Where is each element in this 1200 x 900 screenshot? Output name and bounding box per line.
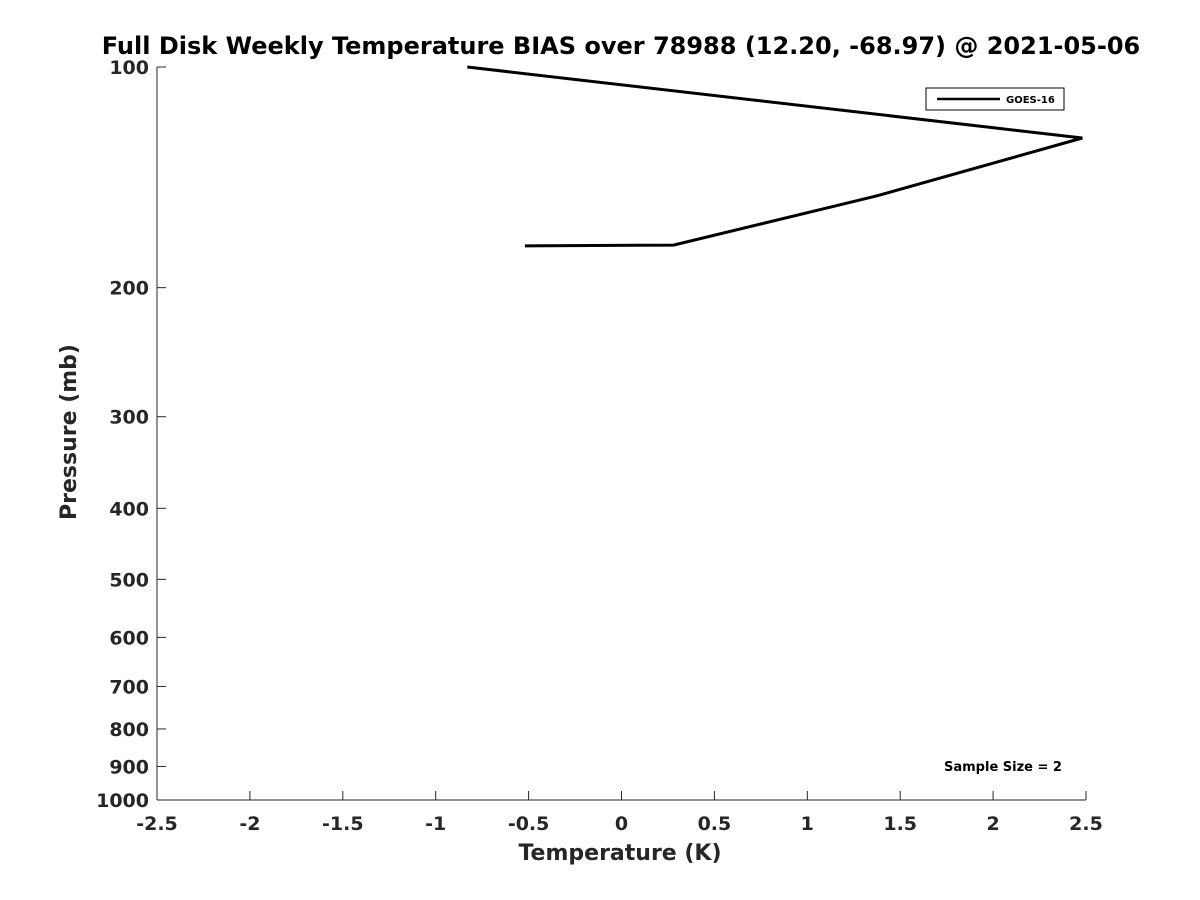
y-tick-label: 1000	[96, 790, 149, 812]
chart-title: Full Disk Weekly Temperature BIAS over 7…	[102, 32, 1141, 60]
sample-size-annotation: Sample Size = 2	[944, 760, 1062, 775]
x-axis-label: Temperature (K)	[518, 841, 721, 866]
y-axis-label: Pressure (mb)	[57, 344, 82, 520]
x-axis: -2.5 -2 -1.5 -1 -0.5 0 0.5 1 1.5 2 2.5	[136, 791, 1103, 835]
y-tick-label: 300	[109, 407, 149, 429]
y-tick-label: 400	[109, 498, 149, 520]
x-tick-label: 1.5	[883, 813, 917, 835]
x-tick-label: -0.5	[508, 813, 550, 835]
x-tick-label: -2.5	[136, 813, 178, 835]
y-tick-label: 500	[109, 569, 149, 591]
y-tick-label: 600	[109, 627, 149, 649]
legend-label-goes-16: GOES-16	[1006, 95, 1055, 106]
y-tick-label: 800	[109, 719, 149, 741]
y-tick-label: 200	[109, 278, 149, 300]
legend: GOES-16	[925, 87, 1065, 111]
x-tick-label: 2	[986, 813, 999, 835]
x-tick-label: -1.5	[322, 813, 364, 835]
x-tick-label: 0.5	[698, 813, 732, 835]
y-tick-label: 900	[109, 756, 149, 778]
y-tick-label: 100	[109, 57, 149, 79]
series-layer	[467, 65, 1083, 248]
y-tick-label: 700	[109, 676, 149, 698]
x-tick-label: 0	[615, 813, 628, 835]
x-tick-label: 1	[801, 813, 814, 835]
y-axis: 100 200 300 400 500 600 700 800 900 1000	[96, 57, 166, 812]
x-tick-label: 2.5	[1069, 813, 1103, 835]
x-tick-label: -1	[425, 813, 446, 835]
x-tick-label: -2	[239, 813, 260, 835]
series-line-goes-16	[467, 65, 1083, 248]
